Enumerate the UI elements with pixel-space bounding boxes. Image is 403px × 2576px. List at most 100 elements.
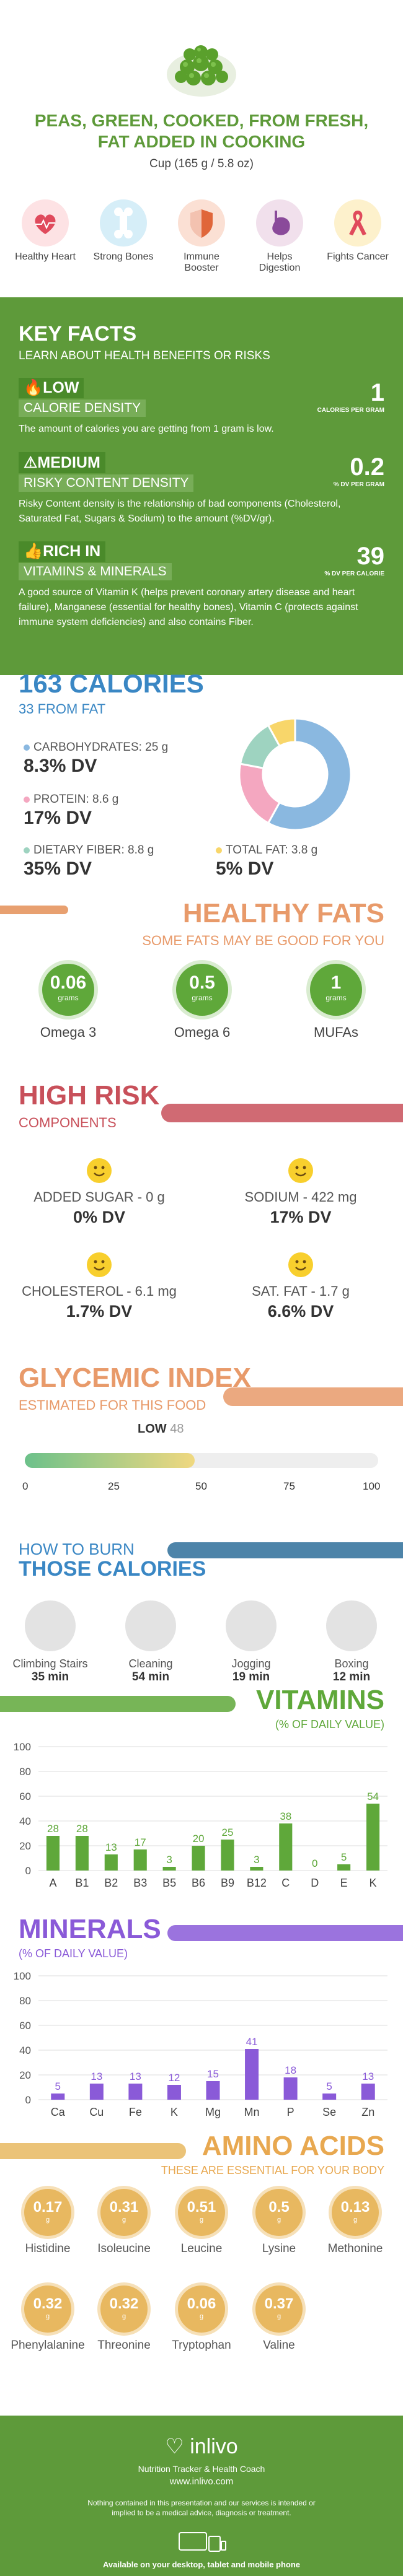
vitamin-x-label: B2 bbox=[104, 1877, 118, 1889]
vitamin-value-label: 3 bbox=[254, 1854, 259, 1866]
benefit-digestion: Helps Digestion bbox=[249, 199, 311, 274]
mineral-bar-Mg bbox=[206, 2081, 220, 2100]
burn-title-1: HOW TO BURN bbox=[19, 1540, 135, 1558]
healthy-fats-title: HEALTHY FATS bbox=[182, 898, 384, 928]
omega3-circle: 0.06 grams bbox=[42, 964, 94, 1016]
risky-density-label: RISKY CONTENT DENSITY bbox=[19, 474, 194, 492]
vitamin-bar-K bbox=[366, 1804, 380, 1871]
amino-lysine: 0.5 g Lysine bbox=[242, 2189, 316, 2256]
bone-icon bbox=[100, 199, 147, 247]
mufa-label: MUFAs bbox=[313, 1024, 359, 1040]
glycemic-tick: 25 bbox=[108, 1480, 120, 1492]
mineral-y-tick: 0 bbox=[25, 2094, 31, 2106]
brand-url[interactable]: www.inlivo.com bbox=[169, 2476, 234, 2487]
benefit-immune: Immune Booster bbox=[170, 199, 232, 274]
vitamin-x-label: D bbox=[311, 1877, 319, 1889]
vitamins-brush-left bbox=[0, 1696, 236, 1712]
mineral-bar-Zn bbox=[361, 2084, 375, 2100]
benefit-bones: Strong Bones bbox=[92, 199, 154, 274]
heart-icon bbox=[22, 199, 69, 247]
mineral-value-label: 5 bbox=[55, 2080, 61, 2092]
macro-donut-chart bbox=[238, 717, 352, 831]
fiber-dot bbox=[24, 847, 30, 854]
risky-density-value: 0.2% DV PER GRAM bbox=[333, 453, 384, 488]
macro-fiber: DIETARY FIBER: 8.8 g 35% DV bbox=[24, 844, 154, 879]
macro-fat: TOTAL FAT: 3.8 g 5% DV bbox=[216, 844, 318, 879]
vitamin-value-label: 28 bbox=[76, 1823, 88, 1835]
vitamin-x-label: B1 bbox=[75, 1877, 89, 1889]
mineral-bar-Cu bbox=[89, 2084, 104, 2100]
mineral-x-label: Ca bbox=[51, 2106, 66, 2118]
glycemic-title: GLYCEMIC INDEX bbox=[19, 1363, 251, 1393]
smile-icon bbox=[288, 1252, 313, 1277]
mineral-value-label: 13 bbox=[130, 2071, 141, 2082]
peas-image bbox=[167, 45, 236, 97]
fats-brush-left bbox=[0, 906, 68, 914]
glycemic-subtitle: ESTIMATED FOR THIS FOOD bbox=[19, 1397, 206, 1413]
omega6-circle: 0.5 grams bbox=[176, 964, 228, 1016]
key-facts-section: KEY FACTS LEARN ABOUT HEALTH BENEFITS OR… bbox=[0, 297, 403, 675]
vitamin-x-label: B9 bbox=[221, 1877, 234, 1889]
vitamin-bar-C bbox=[279, 1823, 293, 1871]
high-risk-title: HIGH RISK bbox=[19, 1080, 160, 1111]
jogging-icon bbox=[226, 1600, 277, 1651]
activity-jogging: Jogging 19 min bbox=[211, 1600, 291, 1684]
amino-threonine: 0.32 g Threonine bbox=[87, 2286, 161, 2352]
vitamin-bar-B5 bbox=[162, 1867, 176, 1871]
minerals-subtitle: (% OF DAILY VALUE) bbox=[19, 1947, 128, 1960]
glycemic-fill bbox=[25, 1453, 195, 1468]
vitamin-value-label: 25 bbox=[221, 1827, 233, 1838]
glycemic-tick: 100 bbox=[363, 1480, 381, 1492]
smile-icon bbox=[87, 1252, 112, 1277]
vitamin-x-label: B5 bbox=[162, 1877, 176, 1889]
vitamin-x-label: B3 bbox=[133, 1877, 147, 1889]
rich-in-block: 👍RICH IN VITAMINS & MINERALS 39% DV PER … bbox=[19, 541, 384, 630]
ribbon-icon bbox=[334, 199, 381, 247]
amino-tryptophan: 0.06 g Tryptophan bbox=[164, 2286, 239, 2352]
amino-phenylalanine: 0.32 g Phenylalanine bbox=[11, 2286, 85, 2352]
availability: Available on your desktop, tablet and mo… bbox=[102, 2560, 301, 2569]
risky-density-desc: Risky Content density is the relationshi… bbox=[19, 499, 341, 524]
mineral-x-label: K bbox=[170, 2106, 178, 2118]
macro-carbs: CARBOHYDRATES: 25 g 8.3% DV bbox=[24, 741, 169, 776]
cleaning-icon bbox=[125, 1600, 176, 1651]
mineral-value-label: 41 bbox=[246, 2036, 258, 2048]
amino-isoleucine: 0.31 g Isoleucine bbox=[87, 2189, 161, 2256]
protein-dot bbox=[24, 797, 30, 803]
risk-sodium: SODIUM - 422 mg 17% DV bbox=[217, 1158, 384, 1227]
donut-slice-protein bbox=[238, 762, 281, 824]
stairs-icon bbox=[25, 1600, 76, 1651]
benefit-heart: Healthy Heart bbox=[14, 199, 76, 274]
mineral-y-tick: 100 bbox=[14, 1970, 31, 1982]
calorie-density-block: 🔥LOW CALORIE DENSITY 1 CALORIES PER GRAM … bbox=[19, 378, 384, 437]
thumbs-up-icon: 👍 bbox=[24, 543, 43, 560]
vitamin-bar-B12 bbox=[250, 1867, 264, 1871]
rich-in-label: VITAMINS & MINERALS bbox=[19, 563, 172, 580]
mineral-value-label: 13 bbox=[362, 2071, 374, 2082]
mineral-value-label: 13 bbox=[91, 2071, 102, 2082]
risk-sugar: ADDED SUGAR - 0 g 0% DV bbox=[16, 1158, 183, 1227]
vitamin-bar-B9 bbox=[221, 1840, 234, 1871]
activity-boxing: Boxing 12 min bbox=[311, 1600, 392, 1684]
mineral-x-label: Fe bbox=[129, 2106, 142, 2118]
donut-slice-fat bbox=[267, 717, 296, 748]
vitamin-bar-A bbox=[46, 1836, 60, 1871]
vitamin-value-label: 28 bbox=[47, 1823, 59, 1835]
minerals-brush-right bbox=[167, 1925, 403, 1941]
rich-in-level: 👍RICH IN bbox=[19, 541, 106, 562]
food-title: PEAS, GREEN, COOKED, FROM FRESH, FAT ADD… bbox=[34, 111, 369, 151]
glycemic-tick: 50 bbox=[195, 1480, 207, 1492]
mineral-x-label: P bbox=[287, 2106, 294, 2118]
mineral-x-label: Cu bbox=[89, 2106, 104, 2118]
header: PEAS, GREEN, COOKED, FROM FRESH, FAT ADD… bbox=[0, 0, 403, 297]
benefits-row: Healthy Heart Strong Bones Immune Booste… bbox=[0, 199, 403, 274]
mineral-x-label: Mg bbox=[205, 2106, 221, 2118]
brand-tagline: Nutrition Tracker & Health Coach bbox=[138, 2464, 265, 2474]
vitamin-y-tick: 100 bbox=[14, 1741, 31, 1753]
risky-density-level: ⚠MEDIUM bbox=[19, 452, 105, 473]
vitamin-y-tick: 20 bbox=[19, 1840, 31, 1852]
vitamin-x-label: A bbox=[49, 1877, 56, 1889]
flame-icon: 🔥 bbox=[24, 379, 43, 396]
mineral-value-label: 5 bbox=[326, 2080, 332, 2092]
